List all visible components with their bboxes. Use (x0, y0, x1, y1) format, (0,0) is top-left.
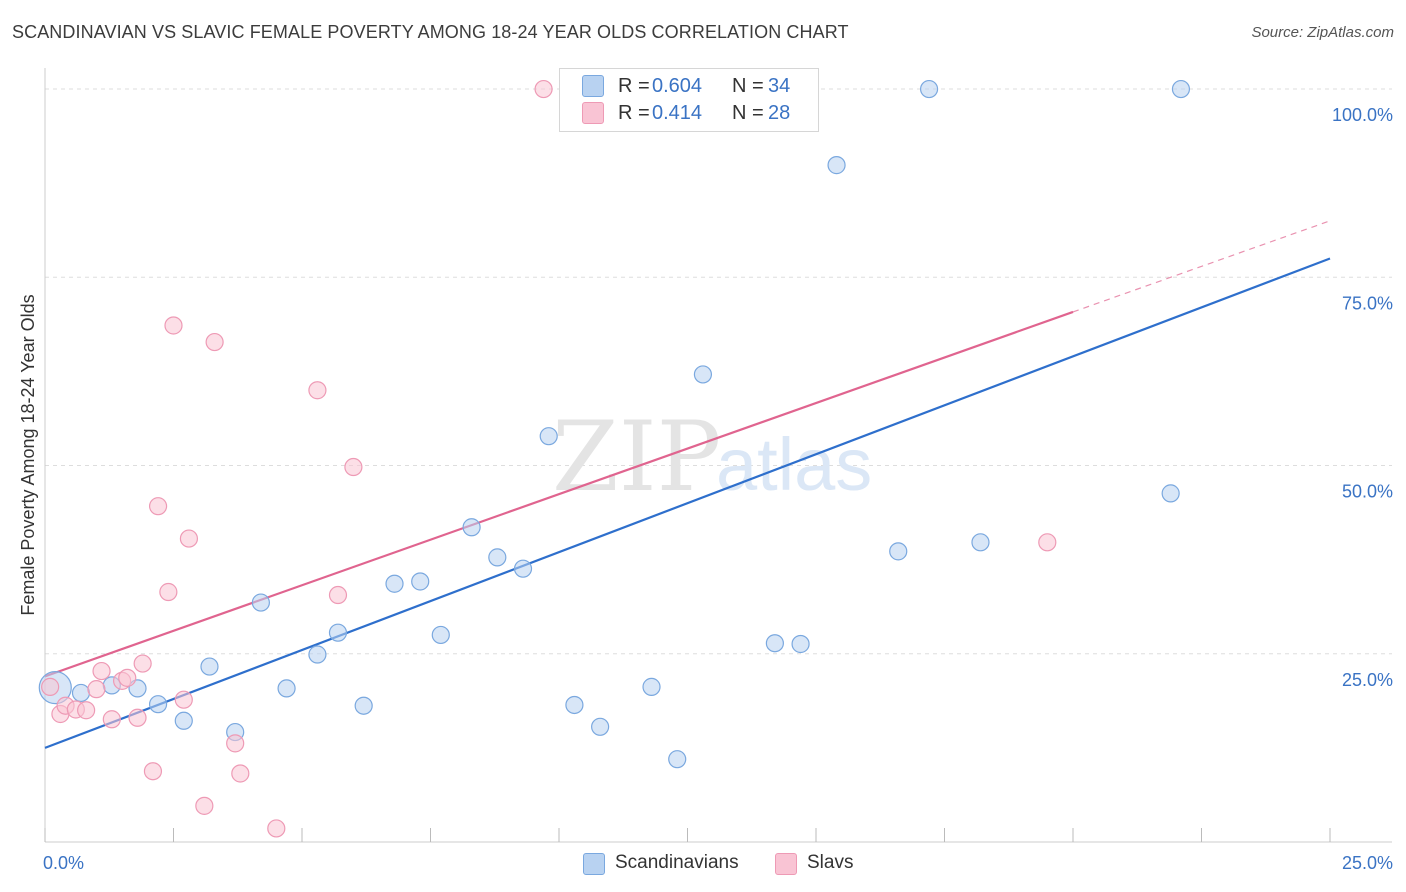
data-point-scandinavians (354, 696, 373, 715)
data-point-scandinavians (565, 695, 584, 715)
y-axis-label: Female Poverty Among 18-24 Year Olds (18, 294, 38, 615)
data-point-scandinavians (277, 679, 296, 698)
data-point-scandinavians (693, 365, 713, 384)
data-point-scandinavians (513, 559, 533, 578)
legend-label: Slavs (807, 852, 854, 873)
scandinavians-swatch (582, 75, 604, 97)
data-point-slavs (534, 79, 553, 99)
data-point-scandinavians (385, 574, 404, 593)
x-tick-label: 25.0% (1342, 853, 1393, 873)
data-point-scandinavians (1171, 79, 1191, 99)
data-point-slavs (205, 332, 224, 352)
watermark: ZIP atlas (552, 401, 872, 513)
data-point-scandinavians (919, 79, 939, 99)
data-point-scandinavians (591, 717, 610, 736)
data-point-scandinavians (431, 625, 450, 645)
source-credit: Source: ZipAtlas.com (1251, 24, 1394, 41)
data-point-scandinavians (462, 518, 481, 537)
data-point-slavs (133, 654, 152, 673)
y-tick-label: 75.0% (1342, 293, 1393, 313)
data-point-scandinavians (174, 711, 193, 730)
y-tick-label: 50.0% (1342, 482, 1393, 502)
data-point-slavs (92, 661, 111, 681)
trend-lines (44, 220, 1331, 749)
data-point-slavs (195, 796, 214, 815)
slavs-swatch (582, 102, 604, 124)
data-point-scandinavians (791, 634, 810, 654)
chart-title: SCANDINAVIAN VS SLAVIC FEMALE POVERTY AM… (12, 22, 849, 42)
data-point-scandinavians (765, 634, 784, 653)
x-tick-label: 0.0% (43, 853, 84, 873)
axes (44, 68, 1392, 843)
watermark-zip: ZIP (552, 401, 721, 513)
trend-extension-slavs (1072, 220, 1331, 313)
data-point-scandinavians (251, 593, 270, 612)
gridlines (45, 88, 1392, 655)
r-label: R = (618, 74, 650, 97)
n-label: N = (732, 101, 764, 124)
data-point-slavs (226, 734, 245, 753)
data-point-slavs (179, 529, 199, 548)
data-point-scandinavians (308, 645, 327, 664)
data-point-slavs (164, 316, 183, 335)
stats-legend: R = 0.604 N = 34 R = 0.414 N = 28 (559, 68, 819, 132)
r-value: 0.414 (652, 101, 703, 124)
data-point-slavs (102, 710, 121, 729)
data-point-slavs (118, 668, 137, 687)
data-point-slavs (41, 677, 60, 696)
data-point-scandinavians (200, 657, 219, 676)
data-point-slavs (128, 708, 147, 727)
n-value: 28 (768, 101, 791, 124)
legend-label: Scandinavians (615, 852, 739, 873)
r-value: 0.604 (652, 74, 703, 97)
data-point-slavs (344, 457, 363, 477)
data-points (38, 79, 1191, 838)
watermark-atlas: atlas (716, 423, 872, 506)
data-point-slavs (87, 680, 106, 699)
data-point-slavs (143, 762, 163, 781)
data-point-slavs (328, 585, 348, 605)
data-point-scandinavians (488, 548, 507, 567)
scandinavians-swatch (583, 853, 605, 875)
data-point-slavs (267, 819, 286, 838)
y-tick-label: 25.0% (1342, 670, 1393, 690)
data-point-scandinavians (148, 695, 168, 714)
slavs-swatch (775, 853, 797, 875)
data-point-scandinavians (539, 427, 558, 446)
data-point-slavs (148, 497, 168, 516)
data-point-slavs (1038, 533, 1057, 552)
data-point-scandinavians (827, 156, 846, 175)
data-point-slavs (308, 381, 327, 400)
data-point-slavs (159, 582, 178, 602)
data-point-slavs (77, 701, 96, 720)
trend-line-scandinavians (44, 257, 1331, 749)
data-point-scandinavians (668, 750, 687, 769)
data-point-scandinavians (71, 683, 91, 703)
data-point-scandinavians (642, 677, 661, 696)
data-point-scandinavians (889, 542, 908, 561)
data-point-scandinavians (971, 533, 990, 552)
n-value: 34 (768, 74, 791, 97)
data-point-slavs (174, 690, 193, 709)
data-point-slavs (231, 764, 250, 783)
data-point-scandinavians (1161, 484, 1180, 503)
trend-line-slavs (44, 310, 1074, 678)
data-point-scandinavians (328, 623, 348, 642)
tick-labels: 25.0% 50.0% 75.0% 100.0% 0.0% 25.0% (43, 105, 1393, 873)
data-point-scandinavians (411, 572, 430, 591)
y-tick-label: 100.0% (1332, 105, 1393, 125)
n-label: N = (732, 74, 764, 97)
r-label: R = (618, 101, 650, 124)
